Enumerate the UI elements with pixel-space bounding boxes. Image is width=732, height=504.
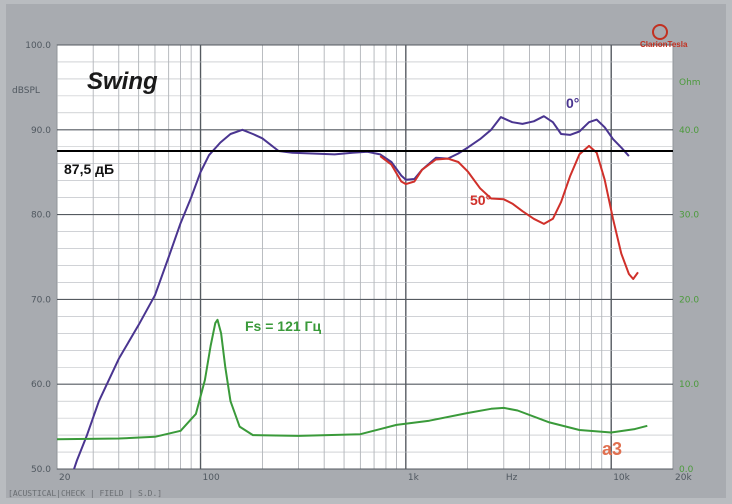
series-line-0 xyxy=(72,115,630,469)
x-tick-label: 10k xyxy=(613,473,630,483)
reference-line-label: 87,5 дБ xyxy=(64,161,114,177)
series-line-1 xyxy=(379,144,639,280)
y2-tick-label: 40.0 xyxy=(679,126,699,136)
footer-text: [ACUSTICAL|CHECK | FIELD | S.D.] xyxy=(8,489,162,498)
chart-title: Swing xyxy=(87,68,158,95)
y-axis-labels: 50.0 60.0 70.0 80.0 90.0 100.0 xyxy=(25,41,51,475)
series-group xyxy=(57,115,648,469)
brand-logo: ClarionTesla xyxy=(640,24,688,49)
x-tick-label: Hz xyxy=(506,473,518,483)
y-tick-label: 100.0 xyxy=(25,41,51,51)
x-tick-label: 100 xyxy=(203,473,220,483)
y2-tick-label: 0.0 xyxy=(679,465,694,475)
y2-tick-label: 10.0 xyxy=(679,380,699,390)
annotation-50deg: 50° xyxy=(470,192,491,208)
plot-area xyxy=(56,44,674,470)
brand-logo-text: ClarionTesla xyxy=(640,40,688,49)
annotation-0deg: 0° xyxy=(566,95,579,111)
y-axis-title: dBSPL xyxy=(12,86,40,96)
x-tick-label: 20k xyxy=(675,473,692,483)
y2-axis-title: Ohm xyxy=(679,78,701,88)
series-line-2 xyxy=(57,318,648,441)
annotation-fs: Fs = 121 Гц xyxy=(245,318,321,334)
y2-tick-label: 30.0 xyxy=(679,211,699,221)
y-tick-label: 80.0 xyxy=(31,211,51,221)
x-axis-labels: 20 100 1k Hz 10k 20k xyxy=(59,473,692,483)
magazine-badge: a3 xyxy=(602,439,622,459)
y-tick-label: 50.0 xyxy=(31,465,51,475)
x-tick-label: 20 xyxy=(59,473,71,483)
y2-axis-labels: 0.0 10.0 20.0 30.0 40.0 xyxy=(679,126,699,475)
x-tick-label: 1k xyxy=(408,473,420,483)
y-tick-label: 70.0 xyxy=(31,295,51,305)
grid xyxy=(56,44,674,470)
y-tick-label: 60.0 xyxy=(31,380,51,390)
y2-tick-label: 20.0 xyxy=(679,295,699,305)
y-tick-label: 90.0 xyxy=(31,126,51,136)
